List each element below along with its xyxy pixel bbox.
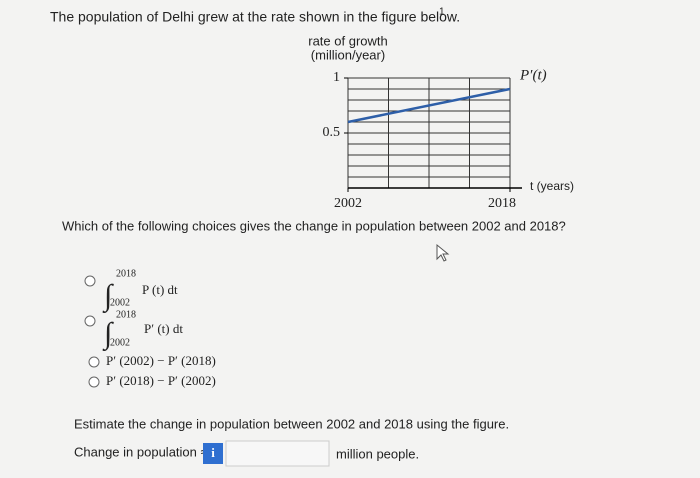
footnote: 1 bbox=[439, 7, 445, 18]
choice-text: P′ (2018) − P′ (2002) bbox=[106, 373, 216, 388]
y-tick-label: 1 bbox=[333, 70, 340, 85]
integrand: P′ (t) dt bbox=[144, 321, 183, 336]
choice[interactable]: ∫ 2018 2002 P (t) dt bbox=[84, 268, 178, 314]
radio[interactable] bbox=[84, 275, 96, 287]
chart: rate of growth(million/year) t (years) 0.5… bbox=[308, 33, 574, 211]
integral-sign: ∫ bbox=[102, 317, 114, 352]
integral-sign: ∫ bbox=[102, 279, 114, 314]
y-axis-label: rate of growth bbox=[308, 33, 388, 48]
question-text: The population of Delhi grew at the rate… bbox=[50, 9, 460, 25]
choice[interactable]: P′ (2018) − P′ (2002) bbox=[88, 373, 216, 388]
x-tick-label: 2002 bbox=[334, 196, 362, 211]
radio[interactable] bbox=[88, 376, 100, 388]
lower-limit: 2002 bbox=[110, 337, 130, 348]
x-axis-label: t (years) bbox=[530, 179, 574, 193]
upper-limit: 2018 bbox=[116, 268, 136, 279]
y-tick-label: 0.5 bbox=[323, 125, 341, 140]
cursor bbox=[436, 243, 450, 262]
answer-label: Change in population ≈ bbox=[74, 444, 208, 459]
x-tick-label: 2018 bbox=[488, 196, 516, 211]
question-prompt: Which of the following choices gives the… bbox=[62, 218, 566, 233]
upper-limit: 2018 bbox=[116, 309, 136, 320]
unit: million people. bbox=[336, 446, 419, 461]
info-icon: i bbox=[211, 445, 215, 460]
radio[interactable] bbox=[84, 315, 96, 327]
series-line bbox=[347, 87, 511, 124]
part2-text: Estimate the change in population betwee… bbox=[74, 416, 509, 431]
series-label: P′(t) bbox=[519, 67, 547, 83]
answer-input[interactable] bbox=[225, 440, 330, 467]
choice-text: P′ (2002) − P′ (2018) bbox=[106, 353, 216, 368]
choice[interactable]: ∫ 2018 2002 P′ (t) dt bbox=[84, 309, 183, 352]
y-axis-label: (million/year) bbox=[311, 47, 385, 62]
lower-limit: 2002 bbox=[110, 297, 130, 308]
choice[interactable]: P′ (2002) − P′ (2018) bbox=[88, 353, 216, 368]
radio[interactable] bbox=[88, 356, 100, 368]
integrand: P (t) dt bbox=[142, 282, 178, 297]
info-button[interactable] bbox=[203, 443, 223, 464]
